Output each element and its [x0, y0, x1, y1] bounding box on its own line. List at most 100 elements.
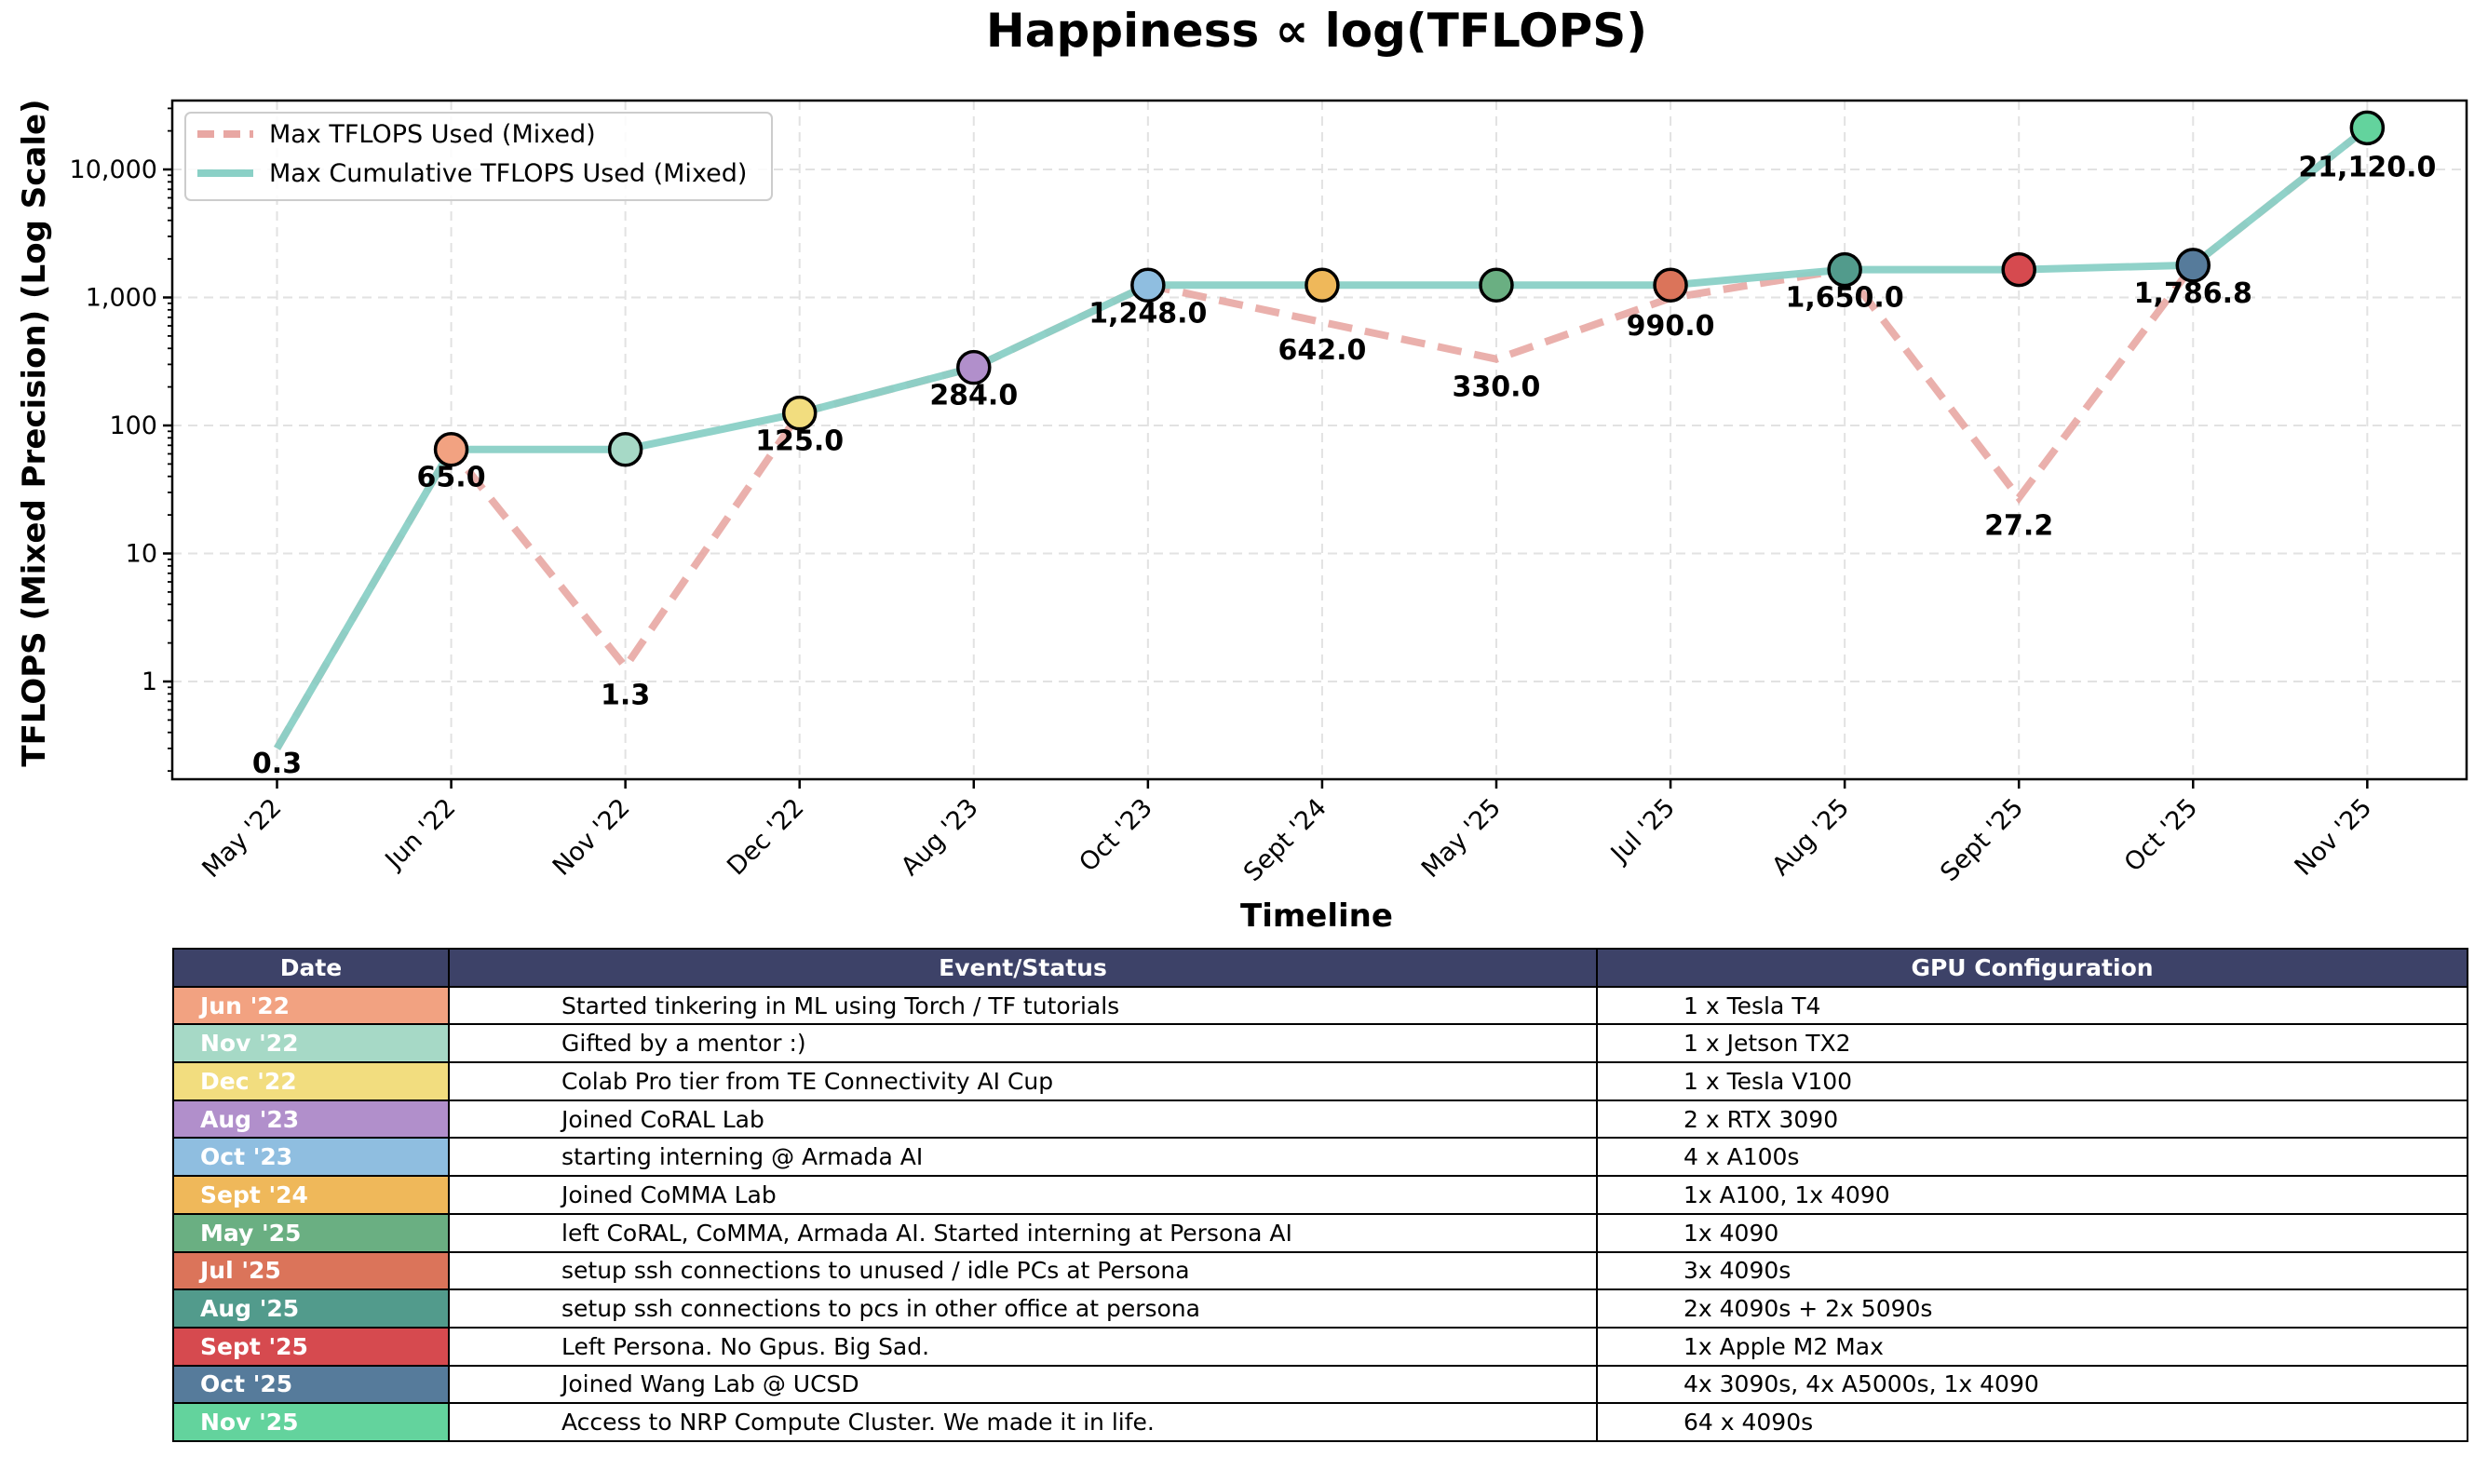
row-date: Sept '25 [172, 1326, 450, 1367]
data-marker [1653, 267, 1688, 304]
y-axis-label: TFLOPS (Mixed Precision) (Log Scale) [16, 99, 53, 766]
row-event: starting interning @ Armada AI [448, 1137, 1598, 1178]
row-date: Aug '23 [172, 1099, 450, 1140]
y-tick-label: 100 [109, 411, 157, 440]
row-event: Joined Wang Lab @ UCSD [448, 1364, 1598, 1405]
x-tick-label: Dec '22 [722, 793, 809, 881]
row-event: Gifted by a mentor :) [448, 1023, 1598, 1064]
row-event: Joined CoRAL Lab [448, 1099, 1598, 1140]
data-marker [956, 349, 992, 385]
row-event: Left Persona. No Gpus. Big Sad. [448, 1326, 1598, 1367]
row-date: Nov '25 [172, 1402, 450, 1442]
x-tick-label: May '25 [1416, 793, 1507, 884]
value-label: 65.0 [417, 462, 486, 494]
table-row: Jul '25 setup ssh connections to unused /… [172, 1250, 2468, 1291]
row-gpu: 1 x Jetson TX2 [1596, 1023, 2468, 1064]
row-event: setup ssh connections to pcs in other of… [448, 1288, 1598, 1329]
table-row: Sept '24 Joined CoMMA Lab 1x A100, 1x 4090 [172, 1175, 2468, 1215]
legend-label-cumulative: Max Cumulative TFLOPS Used (Mixed) [269, 159, 747, 188]
plot-frame [170, 99, 2468, 781]
value-label: 0.3 [252, 748, 302, 780]
data-markers [433, 110, 2386, 467]
value-label: 1,248.0 [1088, 297, 1207, 330]
grid-lines [172, 101, 2467, 779]
row-gpu: 4 x A100s [1596, 1137, 2468, 1178]
row-date: Aug '25 [172, 1288, 450, 1329]
x-tick-label: May '22 [196, 793, 287, 884]
value-label: 330.0 [1453, 371, 1541, 404]
table-row: Aug '23 Joined CoRAL Lab 2 x RTX 3090 [172, 1099, 2468, 1140]
value-label: 1.3 [601, 679, 650, 711]
row-date: Dec '22 [172, 1061, 450, 1101]
value-label: 642.0 [1278, 334, 1366, 367]
row-date: Sept '24 [172, 1175, 450, 1215]
data-marker [607, 431, 643, 467]
row-gpu: 64 x 4090s [1596, 1402, 2468, 1442]
table-header-row: Date Event/Status GPU Configuration [172, 948, 2468, 988]
row-event: Colab Pro tier from TE Connectivity AI C… [448, 1061, 1598, 1101]
row-event: left CoRAL, CoMMA, Armada AI. Started in… [448, 1212, 1598, 1253]
table-row: Jun '22 Started tinkering in ML using Tor… [172, 985, 2468, 1026]
row-date: May '25 [172, 1212, 450, 1253]
row-gpu: 4x 3090s, 4x A5000s, 1x 4090 [1596, 1364, 2468, 1405]
header-date: Date [172, 948, 450, 988]
data-marker [781, 395, 818, 431]
y-tick-label: 10 [126, 540, 157, 569]
data-marker [1827, 251, 1862, 288]
row-event: setup ssh connections to unused / idle P… [448, 1250, 1598, 1291]
event-table: Date Event/Status GPU Configuration Jun … [172, 948, 2468, 1442]
value-label: 284.0 [929, 380, 1018, 412]
data-marker [2349, 110, 2386, 146]
x-axis-ticks: May '22 Jun '22 Nov '22 Dec '22 Aug '23 Oct '… [196, 779, 2377, 887]
table-row: Aug '25 setup ssh connections to pcs in o… [172, 1288, 2468, 1329]
row-event: Joined CoMMA Lab [448, 1175, 1598, 1215]
row-event: Started tinkering in ML using Torch / TF… [448, 985, 1598, 1026]
value-labels: 0.3 65.0 1.3 125.0 284.0 1,248.0 642.0 330.0 990… [252, 151, 2436, 780]
value-label: 1,650.0 [1786, 282, 1904, 315]
data-marker [433, 431, 469, 467]
y-axis-ticks: 1 10 100 1,000 10,000 [70, 107, 172, 773]
row-date: Jul '25 [172, 1250, 450, 1291]
x-tick-label: Oct '23 [1074, 793, 1158, 878]
x-axis-label: Timeline [1240, 897, 1393, 935]
x-tick-label: Aug '25 [1766, 793, 1855, 882]
row-gpu: 1x A100, 1x 4090 [1596, 1175, 2468, 1215]
row-date: Jun '22 [172, 985, 450, 1026]
header-event: Event/Status [448, 948, 1598, 988]
x-tick-label: Oct '25 [2119, 793, 2204, 878]
chart-figure: Happiness ∝ log(TFLOPS) TFLOPS (Mixed Pr… [16, 4, 2468, 935]
row-gpu: 3x 4090s [1596, 1250, 2468, 1291]
header-gpu: GPU Configuration [1596, 948, 2468, 988]
y-tick-label: 10,000 [70, 155, 157, 184]
data-marker [2175, 248, 2211, 283]
value-label: 27.2 [1984, 510, 2053, 543]
legend-box [184, 112, 773, 201]
table-row: Oct '23 starting interning @ Armada AI 4 x… [172, 1137, 2468, 1178]
value-label: 1,786.8 [2134, 277, 2252, 310]
y-tick-label: 1,000 [86, 284, 157, 313]
row-gpu: 1 x Tesla T4 [1596, 985, 2468, 1026]
row-gpu: 1 x Tesla V100 [1596, 1061, 2468, 1101]
data-marker [2001, 251, 2036, 288]
data-marker [1305, 267, 1340, 304]
table-row: May '25 left CoRAL, CoMMA, Armada AI. Sta… [172, 1212, 2468, 1253]
table-body: Jun '22 Started tinkering in ML using Tor… [172, 985, 2468, 1442]
row-gpu: 1x 4090 [1596, 1212, 2468, 1253]
row-event: Access to NRP Compute Cluster. We made i… [448, 1402, 1598, 1442]
legend: Max TFLOPS Used (Mixed) Max Cumulative T… [184, 112, 773, 201]
x-tick-label: Jul '25 [1604, 793, 1681, 870]
value-label: 21,120.0 [2298, 151, 2436, 183]
y-tick-label: 1 [142, 668, 157, 696]
table-row: Nov '22 Gifted by a mentor :) 1 x Jetson T… [172, 1023, 2468, 1064]
table-row: Dec '22 Colab Pro tier from TE Connectivi… [172, 1061, 2468, 1101]
x-tick-label: Aug '23 [896, 793, 984, 882]
value-label: 990.0 [1627, 310, 1715, 343]
table-row: Sept '25 Left Persona. No Gpus. Big Sad. 1… [172, 1326, 2468, 1367]
table-row: Nov '25 Access to NRP Compute Cluster. We… [172, 1402, 2468, 1442]
x-tick-label: Sept '24 [1238, 793, 1332, 887]
series-max-tflops-line [274, 125, 2370, 750]
row-gpu: 2 x RTX 3090 [1596, 1099, 2468, 1140]
table-row: Oct '25 Joined Wang Lab @ UCSD 4x 3090s, 4… [172, 1364, 2468, 1405]
x-tick-label: Nov '25 [2289, 793, 2377, 882]
data-marker [1130, 267, 1166, 304]
